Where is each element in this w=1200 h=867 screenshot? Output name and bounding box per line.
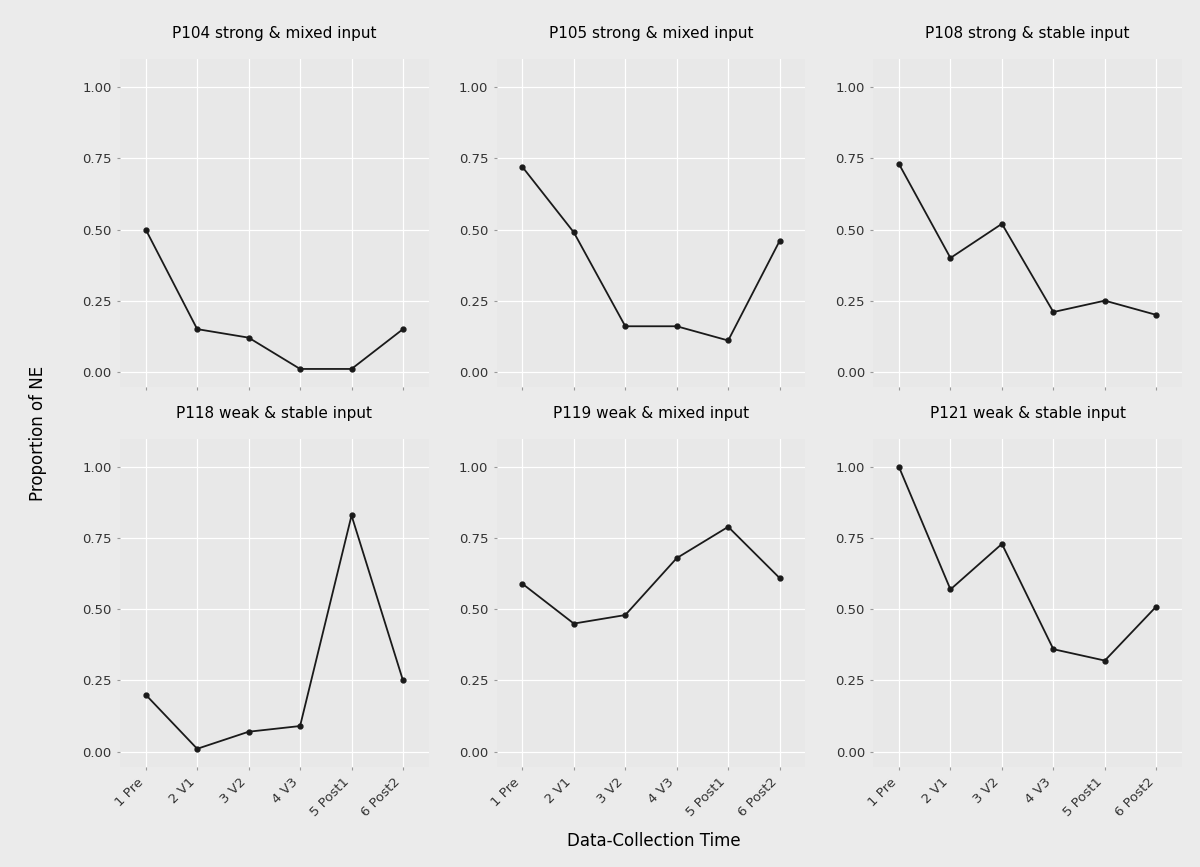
Text: P108 strong & stable input: P108 strong & stable input bbox=[925, 26, 1130, 41]
Text: P119 weak & mixed input: P119 weak & mixed input bbox=[553, 406, 749, 420]
Text: P121 weak & stable input: P121 weak & stable input bbox=[930, 406, 1126, 420]
Text: P118 weak & stable input: P118 weak & stable input bbox=[176, 406, 372, 420]
Text: P105 strong & mixed input: P105 strong & mixed input bbox=[548, 26, 754, 41]
Text: P104 strong & mixed input: P104 strong & mixed input bbox=[172, 26, 377, 41]
Text: Data-Collection Time: Data-Collection Time bbox=[568, 832, 740, 850]
Text: Proportion of NE: Proportion of NE bbox=[29, 366, 48, 501]
